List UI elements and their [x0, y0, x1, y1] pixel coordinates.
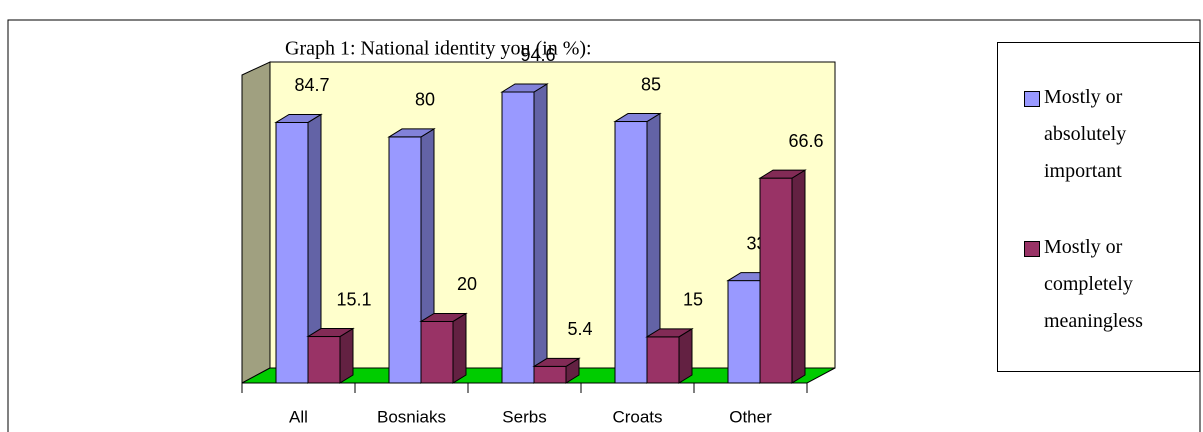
bar-side-shade — [647, 113, 660, 384]
bar-side-shade — [340, 328, 353, 383]
bar-side-shade — [679, 328, 692, 383]
bar-top-shade — [276, 114, 321, 123]
bar-top — [419, 312, 468, 322]
x-tick-label: Croats — [612, 407, 662, 426]
bar-top — [306, 328, 355, 338]
value-label: 15 — [683, 290, 703, 310]
bar-side-shade — [534, 84, 547, 383]
x-tick-label: All — [289, 407, 308, 426]
x-tick-label: Other — [729, 407, 772, 426]
bar-front — [759, 177, 793, 384]
bar-side-shade — [792, 170, 805, 383]
value-label: 94.6 — [520, 45, 555, 65]
value-label: 20 — [457, 274, 477, 294]
bar-front — [614, 121, 648, 384]
value-label: 85 — [641, 74, 661, 94]
bar-top-shade — [502, 84, 547, 92]
value-label: 5.4 — [567, 319, 592, 339]
bar-top-shade — [534, 358, 579, 367]
legend-entry: Mostly or completely meaningless — [1024, 229, 1174, 340]
chart-title: Graph 1: National identity you (in %): — [285, 38, 592, 60]
value-label: 80 — [415, 90, 435, 110]
bar-front — [420, 320, 454, 384]
side-wall — [241, 61, 271, 384]
bar-front — [533, 365, 567, 384]
bar-top — [758, 169, 807, 179]
bar-top — [613, 113, 662, 123]
bar-top — [274, 113, 323, 123]
bar-front — [307, 336, 341, 384]
legend-label: Mostly or completely meaningless — [1044, 236, 1143, 332]
bar-front — [501, 91, 535, 384]
legend-swatch — [1024, 241, 1040, 257]
bar-top-shade — [389, 128, 434, 137]
value-label: 66.6 — [788, 131, 823, 151]
bar-top-shade — [760, 170, 805, 179]
bar-top — [387, 128, 436, 138]
legend-label: Mostly or absolutely important — [1044, 86, 1127, 182]
bar-top — [645, 328, 694, 338]
value-label: 84.7 — [294, 75, 329, 95]
bar-top — [532, 357, 581, 367]
bar-top-shade — [421, 313, 466, 322]
x-tick-label: Bosniaks — [377, 407, 446, 426]
value-label: 15.1 — [336, 289, 371, 309]
bar-top-shade — [647, 328, 692, 337]
x-tick-label: Serbs — [502, 407, 546, 426]
bar-front — [388, 136, 422, 384]
bar-side-shade — [453, 313, 466, 383]
frame — [7, 19, 1201, 432]
bar-side-shade — [308, 114, 321, 383]
bar-front — [275, 121, 309, 384]
bar-top — [500, 83, 549, 93]
legend: Mostly or absolutely important Mostly or … — [997, 42, 1200, 372]
bar-top-shade — [615, 113, 660, 122]
legend-swatch — [1024, 91, 1040, 107]
bar-front — [727, 280, 761, 384]
bar-top-shade — [308, 328, 353, 337]
bar-front — [646, 336, 680, 384]
legend-entry: Mostly or absolutely important — [1024, 79, 1174, 190]
